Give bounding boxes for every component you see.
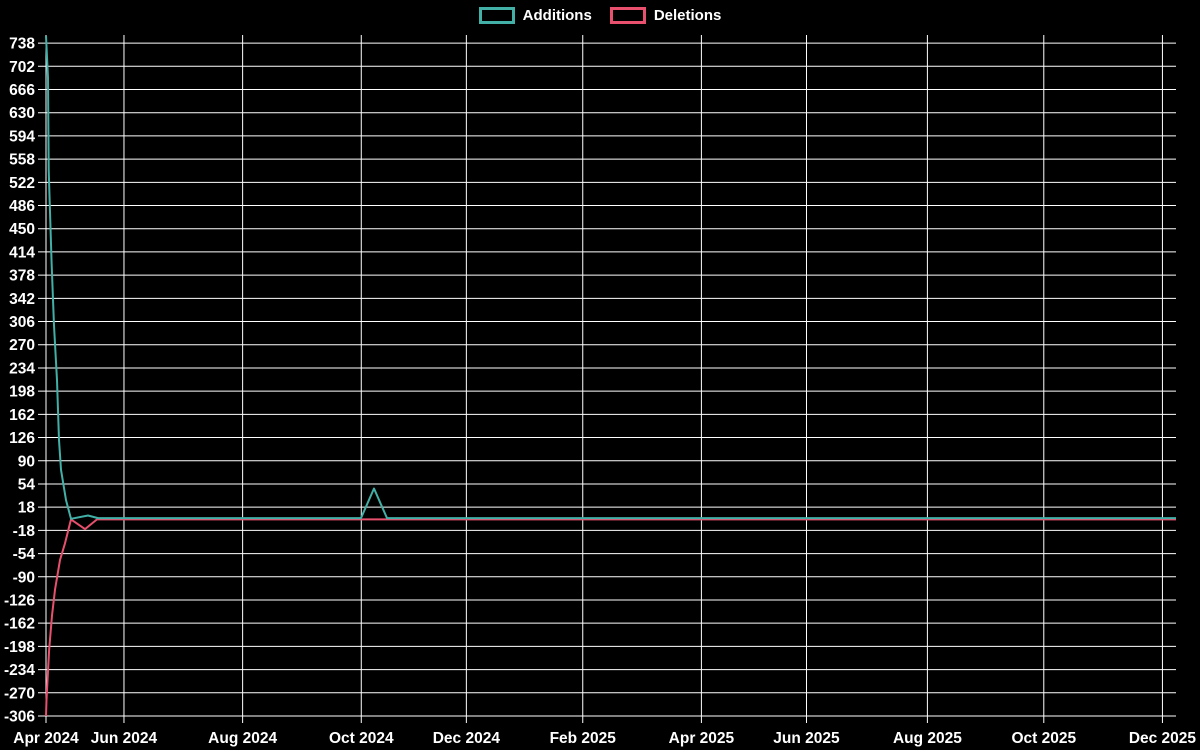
x-tick-label: Oct 2024: [329, 730, 394, 747]
y-tick-label: 486: [9, 198, 35, 215]
legend-item-additions: Additions: [478, 7, 592, 24]
y-tick-label: -126: [4, 592, 35, 609]
deletions-line: [45, 518, 1176, 717]
y-tick-label: -162: [4, 616, 35, 633]
y-tick-label: 450: [9, 221, 35, 238]
y-tick-label: -198: [4, 639, 35, 656]
y-tick-label: 594: [9, 128, 35, 145]
x-tick-label: Dec 2024: [433, 730, 501, 747]
chart-legend: Additions Deletions: [0, 7, 1200, 24]
deletions-swatch-icon: [609, 7, 646, 24]
y-tick-label: 522: [9, 175, 35, 192]
y-tick-label: -306: [4, 709, 35, 726]
y-tick-label: -270: [4, 685, 35, 702]
y-tick-label: 558: [9, 152, 35, 169]
x-tick-label: Dec 2025: [1129, 730, 1197, 747]
y-tick-label: 378: [9, 268, 35, 285]
x-tick-label: Jun 2025: [773, 730, 840, 747]
y-tick-label: -18: [13, 523, 36, 540]
x-tick-label: Jun 2024: [91, 730, 158, 747]
y-tick-label: -54: [13, 546, 36, 563]
legend-label-additions: Additions: [522, 7, 592, 24]
y-tick-label: 306: [9, 314, 35, 331]
x-tick-label: Aug 2025: [893, 730, 962, 747]
y-tick-label: 666: [9, 82, 35, 99]
x-tick-label: Aug 2024: [208, 730, 277, 747]
y-tick-label: 162: [9, 407, 35, 424]
additions-line: [45, 35, 1176, 520]
y-tick-label: 198: [9, 384, 35, 401]
x-tick-label: Apr 2025: [669, 730, 735, 747]
y-tick-label: -90: [13, 569, 35, 586]
y-tick-label: 234: [9, 360, 35, 377]
x-tick-label: Apr 2024: [13, 730, 79, 747]
legend-item-deletions: Deletions: [609, 7, 722, 24]
y-tick-label: 702: [9, 59, 35, 76]
x-tick-label: Feb 2025: [550, 730, 617, 747]
additions-swatch-icon: [478, 7, 515, 24]
y-tick-label: 90: [18, 453, 35, 470]
y-tick-label: 270: [9, 337, 35, 354]
y-tick-label: 630: [9, 105, 35, 122]
x-tick-label: Oct 2025: [1011, 730, 1076, 747]
y-tick-label: 342: [9, 291, 35, 308]
y-tick-label: 18: [18, 500, 36, 517]
y-tick-label: -234: [4, 662, 35, 679]
y-tick-label: 126: [9, 430, 35, 447]
legend-label-deletions: Deletions: [653, 7, 722, 24]
y-tick-label: 54: [18, 476, 36, 493]
y-tick-label: 414: [9, 244, 35, 261]
y-tick-label: 738: [9, 36, 35, 53]
